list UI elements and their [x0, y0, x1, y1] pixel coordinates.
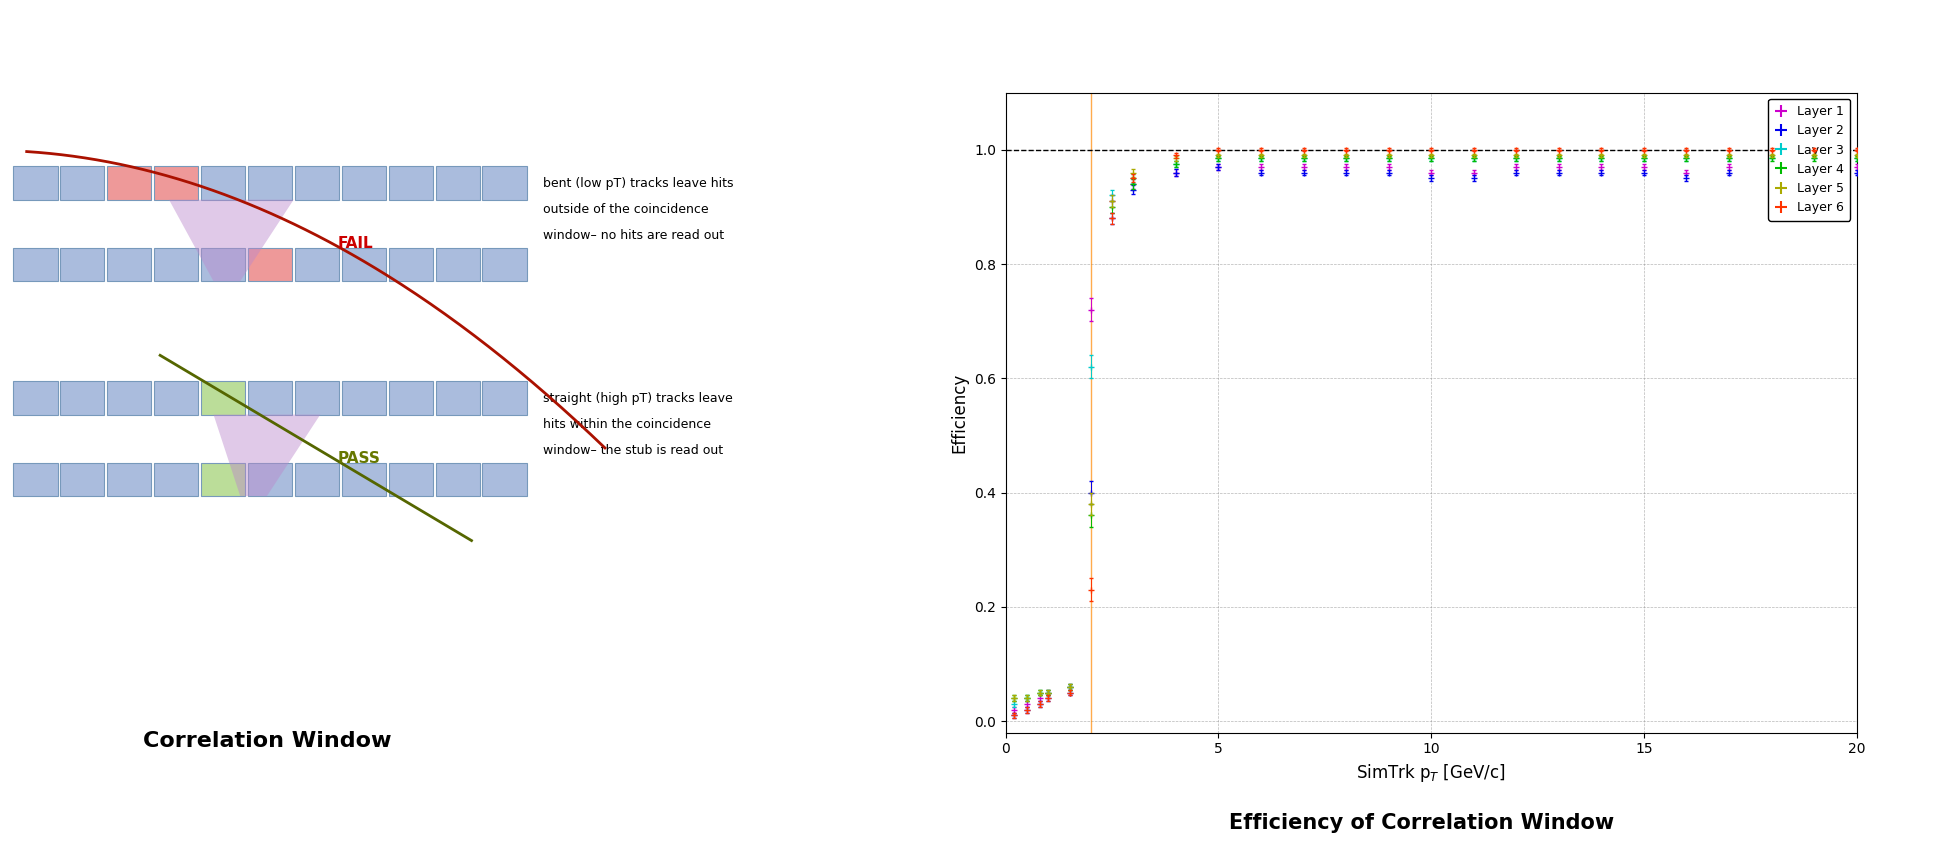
- Bar: [60, 381, 104, 414]
- Text: Efficiency of Correlation Window: Efficiency of Correlation Window: [1228, 813, 1615, 834]
- Bar: [248, 248, 292, 281]
- Bar: [389, 248, 433, 281]
- Bar: [155, 381, 199, 414]
- Bar: [201, 248, 246, 281]
- Bar: [14, 381, 58, 414]
- Bar: [294, 463, 338, 496]
- Text: Correlation Window: Correlation Window: [143, 731, 391, 750]
- Bar: [14, 463, 58, 496]
- Text: bent (low pT) tracks leave hits: bent (low pT) tracks leave hits: [543, 178, 733, 190]
- Bar: [155, 248, 199, 281]
- Bar: [435, 463, 480, 496]
- Bar: [248, 381, 292, 414]
- Bar: [201, 167, 246, 200]
- Bar: [389, 463, 433, 496]
- Bar: [14, 167, 58, 200]
- Polygon shape: [168, 200, 294, 281]
- Y-axis label: Efficiency: Efficiency: [950, 372, 969, 453]
- Bar: [435, 381, 480, 414]
- Bar: [294, 248, 338, 281]
- Bar: [106, 463, 151, 496]
- Bar: [248, 463, 292, 496]
- Bar: [389, 167, 433, 200]
- Bar: [60, 463, 104, 496]
- Bar: [248, 167, 292, 200]
- Bar: [342, 463, 387, 496]
- Bar: [482, 381, 526, 414]
- Bar: [342, 167, 387, 200]
- Bar: [60, 248, 104, 281]
- Bar: [342, 248, 387, 281]
- Bar: [294, 167, 338, 200]
- Legend: Layer 1, Layer 2, Layer 3, Layer 4, Layer 5, Layer 6: Layer 1, Layer 2, Layer 3, Layer 4, Laye…: [1768, 99, 1851, 221]
- Text: PASS: PASS: [338, 450, 381, 466]
- Bar: [60, 167, 104, 200]
- Bar: [435, 248, 480, 281]
- Bar: [342, 381, 387, 414]
- Text: hits within the coincidence: hits within the coincidence: [543, 418, 710, 431]
- Text: outside of the coincidence: outside of the coincidence: [543, 204, 708, 216]
- X-axis label: SimTrk p$_T$ [GeV/c]: SimTrk p$_T$ [GeV/c]: [1356, 762, 1507, 784]
- Bar: [14, 248, 58, 281]
- Polygon shape: [213, 414, 321, 496]
- Bar: [435, 167, 480, 200]
- Bar: [201, 381, 246, 414]
- Bar: [155, 463, 199, 496]
- Bar: [155, 167, 199, 200]
- Bar: [106, 381, 151, 414]
- Bar: [106, 167, 151, 200]
- Bar: [294, 381, 338, 414]
- Bar: [201, 463, 246, 496]
- Bar: [389, 381, 433, 414]
- Text: window– no hits are read out: window– no hits are read out: [543, 229, 723, 242]
- Bar: [106, 248, 151, 281]
- Bar: [482, 248, 526, 281]
- Text: FAIL: FAIL: [338, 236, 373, 251]
- Text: straight (high pT) tracks leave: straight (high pT) tracks leave: [543, 392, 733, 405]
- Text: window– the stub is read out: window– the stub is read out: [543, 445, 723, 457]
- Bar: [482, 463, 526, 496]
- Bar: [482, 167, 526, 200]
